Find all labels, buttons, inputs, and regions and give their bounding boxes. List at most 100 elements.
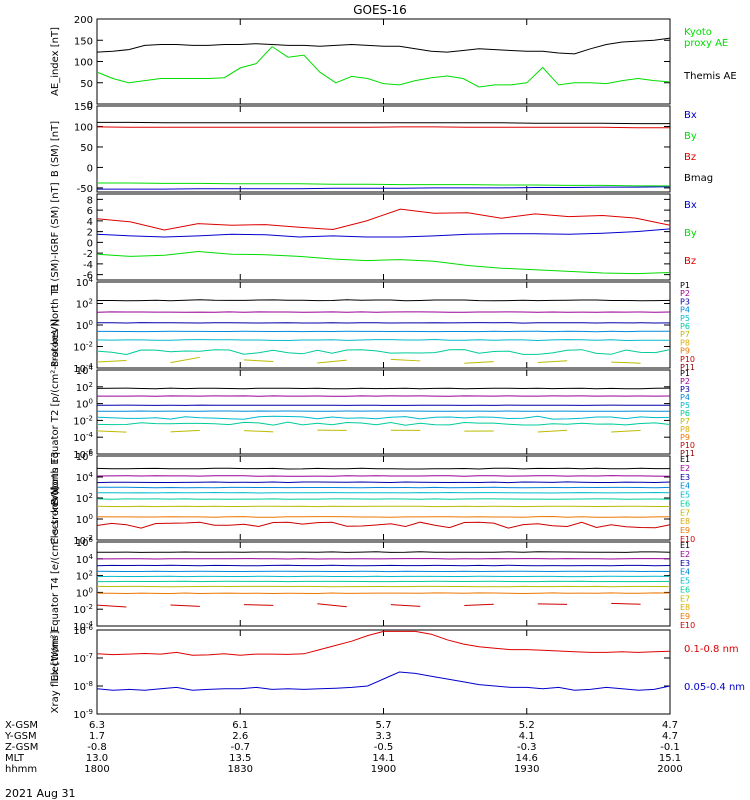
y-tick-label: 4 [87, 217, 93, 228]
y-tick-label: 10-6 [73, 624, 93, 637]
legend-channel-E2: E2 [680, 550, 690, 559]
legend-channel-E9: E9 [680, 526, 690, 535]
series-segment-P7 [464, 361, 494, 364]
y-tick-label: 150 [74, 36, 93, 47]
series-segment-E9 [390, 604, 421, 607]
series-line-Bx [96, 228, 671, 238]
y-tick-label: 50 [80, 79, 93, 90]
series-line-P4 [97, 330, 670, 333]
legend-channel-E3: E3 [680, 559, 690, 568]
series-line-P6 [96, 349, 671, 356]
series-line-By [97, 182, 670, 187]
series-line-E8 [96, 515, 671, 518]
y-tick-label: 2 [87, 228, 93, 239]
legend-channel-P1: P1 [680, 369, 690, 378]
orbit-value: 14.6 [516, 753, 538, 764]
orbit-value: -0.7 [230, 742, 250, 753]
legend-bd-2: Bz [684, 256, 696, 267]
y-tick-label: 0 [87, 100, 93, 111]
y-tick-label: 8 [87, 195, 93, 206]
orbit-value: 13.0 [86, 753, 108, 764]
y-tick-label: 100 [76, 513, 93, 526]
series-segment-P7 [243, 430, 274, 433]
series-segment-E9 [317, 603, 347, 608]
date-label: 2021 Aug 31 [5, 787, 75, 800]
legend-channel-P6: P6 [680, 409, 690, 418]
y-axis-label: Protons North T1 [50, 283, 61, 367]
y-tick-label: 10-4 [73, 431, 93, 444]
legend-channel-P11: P11 [680, 449, 695, 458]
series-segment-E9 [96, 604, 127, 608]
y-tick-label: 50 [80, 143, 93, 154]
orbit-value: 1900 [371, 764, 396, 775]
y-tick-label: 104 [76, 471, 94, 484]
legend-channel-P8: P8 [680, 338, 690, 347]
series-line-Bx [97, 186, 671, 190]
orbit-value: 14.1 [372, 753, 394, 764]
y-tick-label: 102 [76, 492, 93, 505]
orbit-row-label: X-GSM [5, 720, 38, 731]
series-line-P5 [96, 415, 671, 420]
legend-channel-E5: E5 [680, 491, 690, 500]
legend-channel-P10: P10 [680, 441, 695, 450]
y-tick-label: 100 [74, 58, 93, 69]
series-line-E2 [96, 475, 671, 477]
orbit-value: 5.7 [376, 720, 392, 731]
y-tick-label: 0 [87, 163, 93, 174]
legend-channel-P4: P4 [680, 306, 690, 315]
legend-bd-0: Bx [684, 200, 697, 211]
y-tick-label: 100 [76, 586, 93, 599]
legend-channel-E7: E7 [680, 508, 690, 517]
series-segment-P7 [170, 429, 200, 433]
series-line-E1 [96, 467, 670, 470]
orbit-value: 13.5 [229, 753, 251, 764]
y-tick-label: 104 [76, 364, 94, 377]
y-axis-label: Electrons Equator T4 [e/(cm²-s-sr-keV)] [50, 486, 61, 681]
series-segment-P7 [537, 360, 568, 363]
legend-channel-P9: P9 [680, 433, 690, 442]
legend-b-0: Bx [684, 110, 697, 121]
orbit-value: 6.1 [232, 720, 248, 731]
series-line-P1 [97, 299, 671, 302]
y-tick-label: -4 [83, 260, 93, 271]
legend-ae-1: proxy AE [684, 38, 728, 49]
series-segment-P7 [390, 358, 421, 362]
legend-channel-E3: E3 [680, 473, 690, 482]
series-segment-P7 [170, 356, 200, 364]
legend-channel-E1: E1 [680, 541, 690, 550]
series-segment-P7 [96, 430, 127, 433]
legend-b-1: By [684, 131, 697, 142]
series-segment-E9 [170, 604, 200, 607]
y-tick-label: 10-7 [73, 652, 93, 665]
legend-b-3: Bmag [684, 173, 713, 184]
y-tick-label: 10-2 [73, 603, 93, 616]
series-line-P5 [96, 338, 671, 342]
legend-channel-P6: P6 [680, 322, 690, 331]
orbit-value: 3.3 [376, 731, 392, 742]
legend-channel-E6: E6 [680, 499, 690, 508]
legend-b-2: Bz [684, 152, 696, 163]
panel-frame [96, 18, 671, 105]
plot-title: GOES-16 [353, 3, 407, 17]
legend-channel-P9: P9 [680, 347, 690, 356]
y-tick-label: 106 [76, 536, 94, 549]
y-tick-label: 10-8 [73, 680, 93, 693]
legend-channel-E2: E2 [680, 464, 690, 473]
y-axis-label: B (SM)-IGRF (SM) [nT] [50, 182, 61, 291]
series-line-Themis AE [96, 37, 671, 55]
series-line-E1 [96, 551, 671, 553]
y-tick-label: 102 [76, 298, 93, 311]
panel-frame [96, 629, 671, 715]
y-tick-label: 0 [87, 238, 93, 249]
legend-xray-1: 0.05-0.4 nm [684, 682, 745, 693]
series-line-E3 [96, 564, 671, 567]
legend-channel-P1: P1 [680, 281, 690, 290]
series-line-E9 [96, 521, 671, 529]
y-axis-label: Xray flux [W/m²] [50, 631, 61, 714]
